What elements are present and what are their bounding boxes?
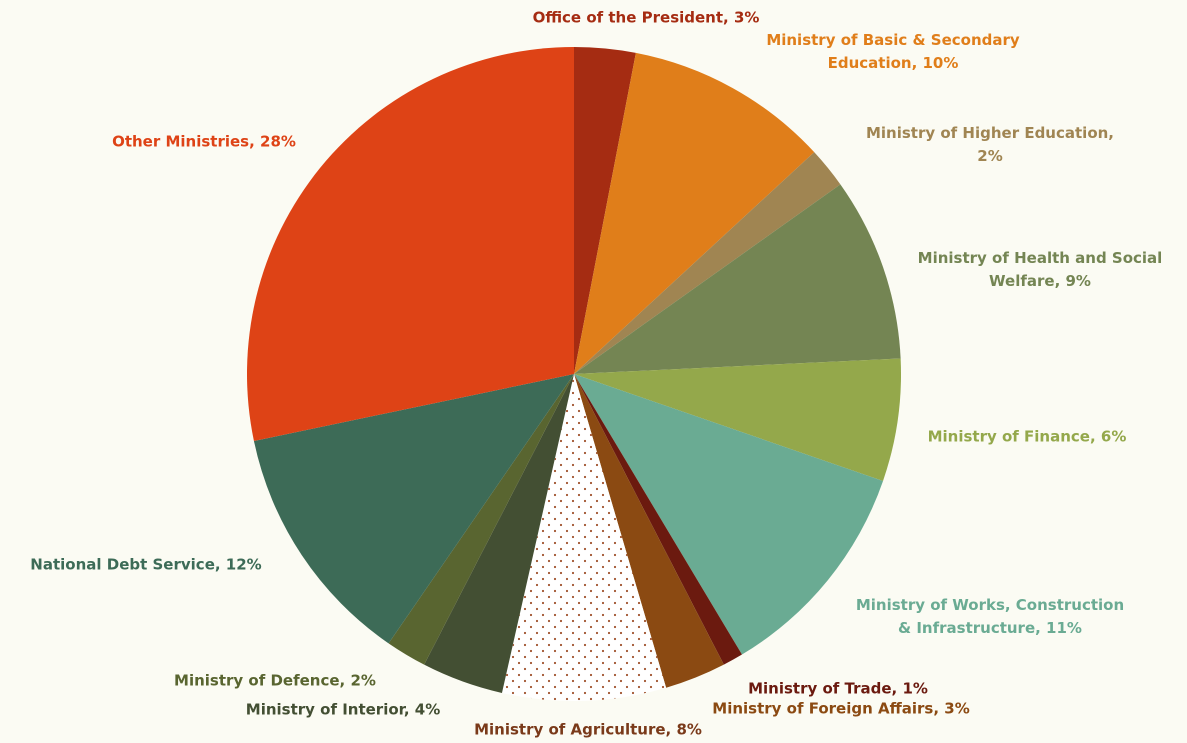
pie-slice (246, 47, 574, 441)
label-line: Welfare, 9% (989, 272, 1091, 290)
slice-label: Ministry of Agriculture, 8% (474, 721, 702, 739)
pie-slice (501, 374, 667, 702)
slice-label: Ministry of Finance, 6% (928, 428, 1127, 446)
slice-label: Ministry of Trade, 1% (748, 680, 928, 698)
slice-label: Other Ministries, 28% (112, 133, 296, 151)
pie-slice (253, 374, 575, 644)
slice-label: Ministry of Health and Social Welfare, 9% (918, 249, 1163, 290)
pie-slice (574, 152, 841, 374)
slice-label: Ministry of Defence, 2% (174, 672, 376, 690)
slice-label: Ministry of Higher Education, 2% (866, 124, 1114, 165)
pie-slice (574, 47, 636, 374)
pie-slice (574, 184, 901, 374)
pie-slice (574, 358, 901, 481)
label-line: Ministry of Works, Construction (856, 596, 1124, 614)
slice-label: Ministry of Basic & Secondary Education, … (766, 31, 1020, 72)
slice-label: Ministry of Works, Construction & Infrast… (856, 596, 1124, 637)
label-line: & Infrastructure, 11% (898, 619, 1082, 637)
pie-slice (574, 374, 742, 665)
pie-slice (574, 374, 884, 655)
slice-label: Office of the President, 3% (533, 9, 760, 27)
label-line: 2% (977, 147, 1002, 165)
slice-label: National Debt Service, 12% (30, 556, 261, 574)
pie-slice (574, 374, 724, 688)
label-line: Ministry of Basic & Secondary (766, 31, 1020, 49)
pie-slice (388, 374, 574, 665)
label-line: Education, 10% (828, 54, 959, 72)
slice-label: Ministry of Interior, 4% (246, 701, 440, 719)
pie-slice (574, 52, 815, 375)
label-line: Ministry of Higher Education, (866, 124, 1114, 142)
pie-slice (424, 374, 574, 693)
slice-label: Ministry of Foreign Affairs, 3% (712, 700, 969, 718)
label-line: Ministry of Health and Social (918, 249, 1163, 267)
